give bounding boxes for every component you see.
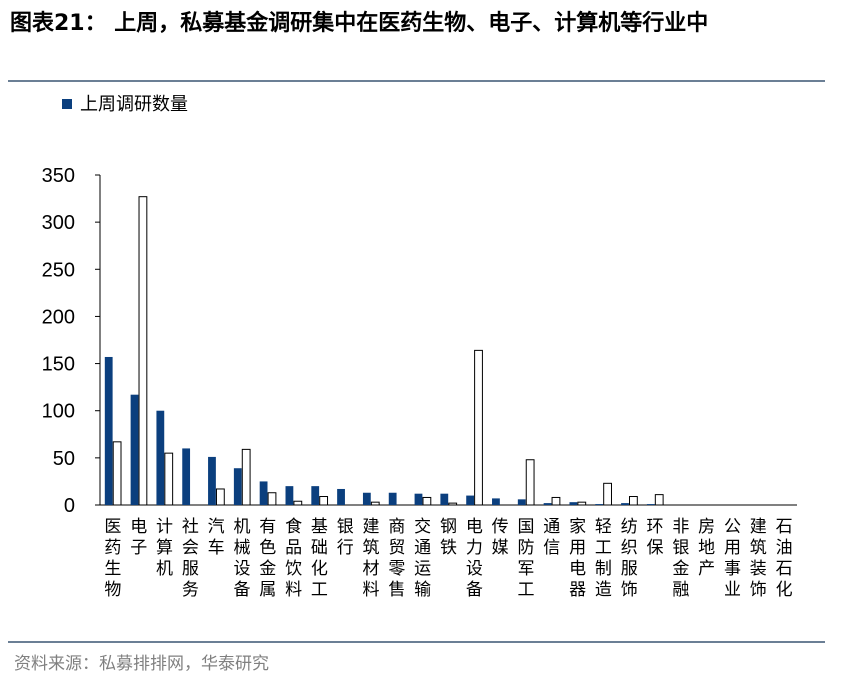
bar-series-2 — [551, 496, 561, 506]
bar-chart: 上周调研数量 0 50 100 150 200 250 300 350 医药生物电子计算机社会… — [42, 94, 797, 600]
x-category-label: 非银金融 — [672, 517, 689, 600]
bar-series-2 — [293, 500, 303, 506]
bar-series-2 — [164, 452, 174, 506]
x-category-label: 电子 — [130, 517, 147, 558]
y-tick-label: 0 — [64, 495, 75, 517]
y-tick-label: 100 — [42, 401, 75, 423]
x-category-label: 电力设备 — [466, 517, 483, 600]
bar-series-2 — [525, 459, 535, 506]
bar-series-1 — [233, 468, 242, 505]
bar-series-2 — [577, 501, 587, 506]
bar-series-1 — [104, 356, 113, 505]
y-tick-label: 250 — [42, 259, 75, 281]
x-category-label: 公用事业 — [724, 517, 741, 600]
x-category-label: 房地产 — [698, 517, 715, 579]
x-category-label: 通信 — [543, 517, 560, 558]
bar-series-2 — [112, 441, 122, 506]
bar-series-1 — [543, 503, 552, 505]
bar-series-2 — [603, 482, 612, 506]
x-axis-labels: 医药生物电子计算机社会服务汽车机械设备有色金属食品饮料基础化工银行建筑材料商贸零… — [104, 517, 792, 600]
bar-series-2 — [474, 349, 483, 506]
bars — [104, 196, 664, 506]
bar-series-1 — [182, 448, 191, 505]
y-tick-label: 150 — [42, 354, 75, 376]
x-category-label: 银行 — [337, 517, 354, 558]
x-category-label: 国防军工 — [517, 517, 534, 600]
x-category-label: 家用电器 — [569, 517, 586, 600]
x-category-label: 轻工制造 — [595, 517, 612, 600]
bar-series-1 — [388, 492, 397, 505]
bar-series-1 — [517, 499, 526, 505]
bar-series-1 — [130, 394, 139, 505]
bar-series-1 — [362, 492, 371, 505]
bar-series-1 — [259, 481, 268, 505]
source-note: 资料来源：私募排排网，华泰研究 — [14, 654, 269, 674]
x-category-label: 建筑装饰 — [750, 517, 767, 600]
bar-series-1 — [311, 486, 320, 505]
x-category-label: 交通运输 — [414, 517, 431, 600]
y-tick-label: 350 — [42, 165, 75, 187]
x-category-label: 钢铁 — [440, 517, 457, 558]
x-category-label: 机械设备 — [233, 517, 250, 600]
bar-series-2 — [319, 496, 329, 506]
x-category-label: 商贸零售 — [388, 517, 405, 600]
bar-series-1 — [285, 486, 294, 505]
bar-series-1 — [440, 493, 449, 505]
y-tick-label: 300 — [42, 212, 75, 234]
bar-series-1 — [208, 456, 216, 505]
x-category-label: 传媒 — [492, 517, 509, 558]
bar-series-2 — [241, 448, 251, 506]
bar-series-2 — [370, 501, 380, 506]
bar-series-2 — [215, 488, 225, 506]
bar-series-1 — [156, 410, 165, 505]
x-category-label: 医药生物 — [104, 517, 121, 600]
chart-title: 图表21： 上周，私募基金调研集中在医药生物、电子、计算机等行业中 — [10, 11, 709, 36]
bar-series-2 — [654, 494, 664, 506]
bar-series-2 — [629, 496, 638, 506]
bar-series-2 — [267, 492, 277, 506]
x-category-label: 基础化工 — [311, 517, 328, 600]
bar-series-1 — [466, 495, 475, 505]
bar-series-1 — [337, 488, 345, 505]
bar-series-1 — [569, 502, 578, 505]
x-category-label: 社会服务 — [182, 517, 199, 600]
y-axis: 0 50 100 150 200 250 300 350 — [42, 165, 797, 517]
x-category-label: 建筑材料 — [363, 517, 380, 600]
bar-series-2 — [422, 496, 432, 506]
x-category-label: 计算机 — [156, 517, 173, 579]
x-category-label: 汽车 — [208, 517, 225, 558]
y-tick-label: 50 — [53, 448, 75, 470]
bar-series-1 — [646, 504, 655, 505]
x-category-label: 环保 — [647, 517, 664, 558]
x-category-label: 食品饮料 — [285, 517, 302, 600]
bar-series-1 — [492, 498, 500, 505]
footer-divider — [8, 641, 825, 643]
y-tick-label: 200 — [42, 306, 75, 328]
x-category-label: 纺织服饰 — [621, 517, 638, 600]
bar-series-1 — [621, 503, 629, 505]
bar-series-2 — [448, 502, 458, 506]
x-category-label: 石油石化 — [776, 517, 793, 600]
legend-label: 上周调研数量 — [80, 94, 188, 115]
legend: 上周调研数量 — [62, 94, 188, 115]
bar-series-1 — [414, 493, 423, 505]
x-category-label: 有色金属 — [259, 517, 276, 600]
bar-series-1 — [595, 504, 604, 505]
bar-series-2 — [138, 196, 148, 506]
legend-swatch — [62, 99, 72, 109]
title-divider — [8, 80, 825, 82]
